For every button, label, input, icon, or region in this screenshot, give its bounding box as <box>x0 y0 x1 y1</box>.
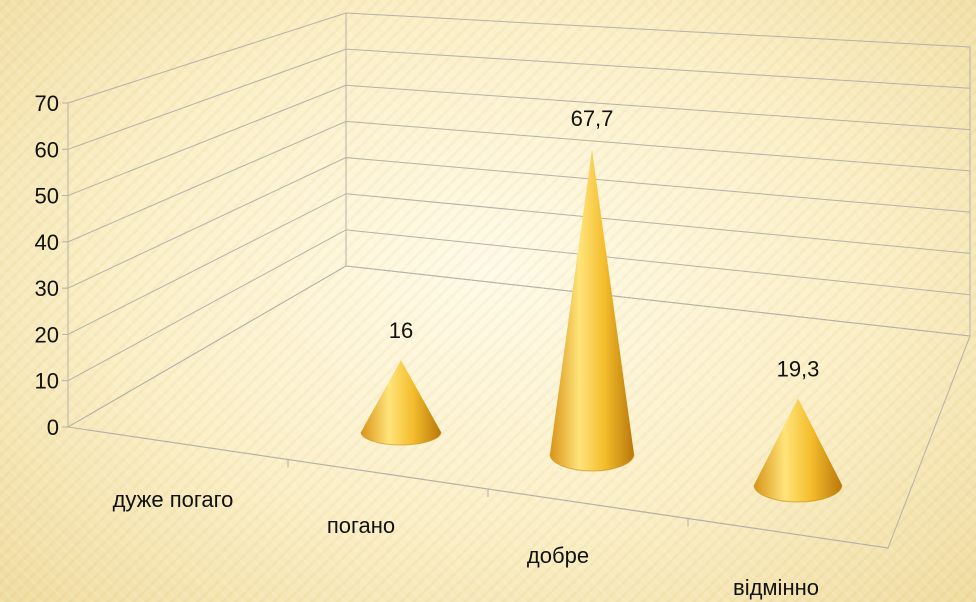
cone <box>360 360 442 446</box>
data-label: 19,3 <box>777 356 820 381</box>
y-axis-ticks: 0 10 20 30 40 50 60 70 <box>35 91 59 440</box>
x-axis-categories: дуже погаго погано добре відмінно <box>113 487 819 600</box>
gridline <box>67 193 971 335</box>
gridline <box>67 48 971 150</box>
gridline <box>67 229 971 382</box>
data-label: 67,7 <box>571 106 614 131</box>
y-tick-label: 40 <box>35 230 59 255</box>
y-tick-label: 30 <box>35 276 59 301</box>
gridline <box>67 265 971 428</box>
cone-body <box>754 398 842 502</box>
y-tick-label: 50 <box>35 184 59 209</box>
y-tick-label: 0 <box>47 415 59 440</box>
y-tick-label: 60 <box>35 137 59 162</box>
category-label: добре <box>527 543 589 568</box>
cone-body <box>550 150 634 472</box>
category-label: дуже погаго <box>113 487 234 512</box>
cone-series <box>360 150 843 503</box>
y-tick-label: 70 <box>35 91 59 116</box>
gridline <box>67 12 971 104</box>
cone-base-edge <box>360 431 442 446</box>
cone-base-edge <box>753 484 843 503</box>
gridline <box>67 120 971 243</box>
y-tick-label: 10 <box>35 369 59 394</box>
cone-body <box>361 360 441 445</box>
y-tick-label: 20 <box>35 322 59 347</box>
data-label: 16 <box>389 318 413 343</box>
cone-base-edge <box>549 453 635 472</box>
category-label: погано <box>327 513 395 538</box>
cone <box>549 150 635 472</box>
gridline <box>67 84 971 197</box>
data-labels: 16 67,7 19,3 <box>389 106 820 381</box>
category-label: відмінно <box>733 575 819 600</box>
gridline <box>67 157 971 289</box>
cone <box>753 398 843 503</box>
chart-grid <box>62 12 971 549</box>
